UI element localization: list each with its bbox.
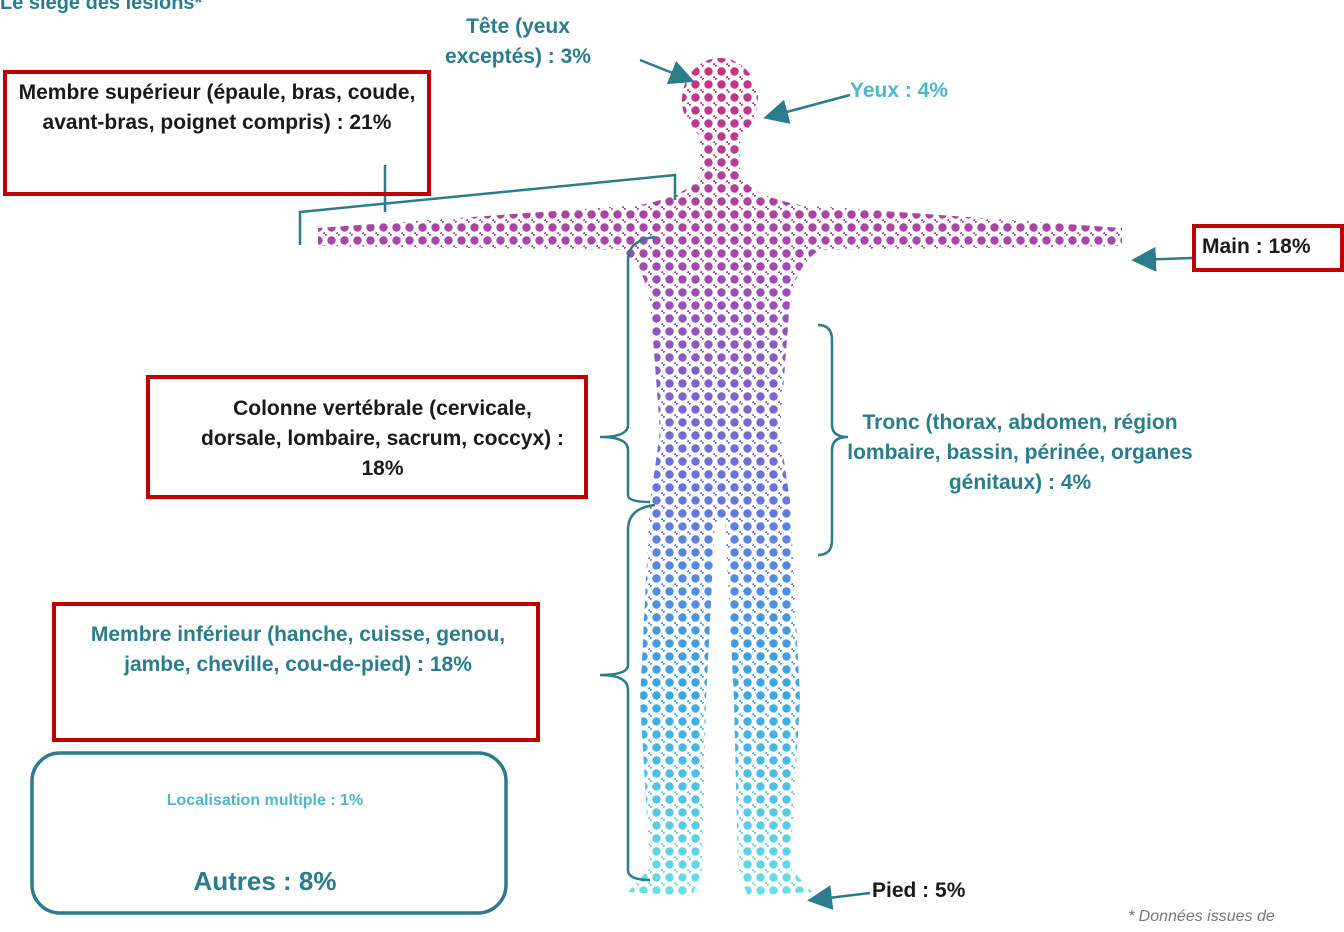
upper-limb-label: Membre supérieur (épaule, bras, coude, a… bbox=[10, 78, 424, 138]
foot-label: Pied : 5% bbox=[872, 876, 965, 906]
hand-label: Main : 18% bbox=[1196, 232, 1344, 262]
eyes-label: Yeux : 4% bbox=[850, 76, 948, 106]
footnote: * Données issues de bbox=[1128, 902, 1275, 932]
page: Le siège des lésions* Tête (yeux excepté… bbox=[0, 0, 1344, 918]
spine-label: Colonne vertébrale (cervicale, dorsale, … bbox=[195, 394, 570, 484]
trunk-label: Tronc (thorax, abdomen, région lombaire,… bbox=[840, 408, 1200, 498]
head-label: Tête (yeux exceptés) : 3% bbox=[418, 12, 618, 72]
lower-limb-label: Membre inférieur (hanche, cuisse, genou,… bbox=[62, 620, 534, 680]
title: Le siège des lésions* bbox=[0, 0, 202, 18]
multiple-label: Localisation multiple : 1% bbox=[60, 786, 470, 816]
others-label: Autres : 8% bbox=[60, 866, 470, 896]
